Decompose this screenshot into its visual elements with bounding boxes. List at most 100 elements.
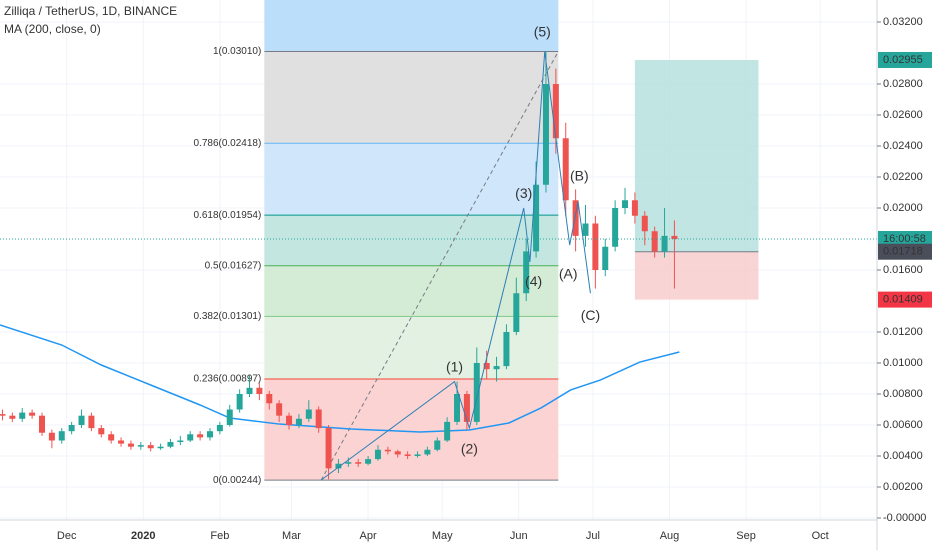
fib-label: 0.5(0.01627): [205, 260, 262, 271]
wave-label: (C): [581, 307, 600, 323]
candle-body: [671, 235, 678, 239]
fib-label: 0(0.00244): [213, 475, 261, 486]
fib-label: 0.618(0.01954): [193, 210, 261, 221]
wave-label: (4): [525, 273, 542, 289]
candle-body: [394, 451, 401, 455]
candle-body: [276, 403, 283, 416]
y-tick-label: 0.01000: [883, 357, 923, 369]
candle-body: [197, 434, 204, 438]
indicator-label: MA (200, close, 0): [4, 22, 101, 36]
fib-trend: [320, 51, 559, 481]
candle-body: [58, 431, 65, 441]
x-tick-label: Dec: [57, 530, 77, 542]
fib-zone: [264, 265, 559, 317]
fib-label: 1(0.03010): [213, 46, 261, 57]
candle-body: [256, 387, 263, 394]
candle-body: [19, 412, 26, 419]
wave-label: (3): [515, 185, 532, 201]
fib-label: 0.786(0.02418): [193, 138, 261, 149]
fib-label: 0.382(0.01301): [193, 311, 261, 322]
candle-body: [572, 200, 579, 236]
candle-body: [345, 462, 352, 464]
countdown: 16:00:58: [883, 233, 926, 245]
y-tick-label: 0.03200: [883, 16, 923, 28]
candle-body: [661, 235, 668, 252]
candle-body: [552, 84, 559, 139]
wave-label: (2): [461, 440, 478, 456]
x-tick-label: Aug: [660, 530, 680, 542]
candle-body: [137, 445, 144, 447]
x-tick-label: 2020: [131, 530, 155, 542]
candle-body: [127, 443, 134, 447]
candle-body: [404, 454, 411, 456]
candle-body: [483, 362, 490, 370]
wave-label: (A): [559, 265, 578, 281]
candle-body: [424, 449, 431, 455]
candle-body: [365, 459, 372, 464]
candle-body: [562, 138, 569, 201]
y-tick-label: -0.00000: [883, 512, 926, 524]
candle-body: [473, 362, 480, 422]
candle-body: [147, 445, 154, 449]
candle-body: [493, 366, 500, 370]
candle-body: [177, 440, 184, 443]
x-tick-label: Sep: [736, 530, 756, 542]
x-tick-label: Apr: [360, 530, 377, 542]
y-tick-label: 0.00400: [883, 450, 923, 462]
x-tick-label: May: [432, 530, 453, 542]
price-label-box: [878, 291, 932, 308]
wave-line: [320, 51, 591, 481]
candle-body: [286, 415, 293, 425]
y-tick-label: 0.02400: [883, 140, 923, 152]
candle-body: [266, 393, 273, 404]
candle-body: [582, 223, 589, 236]
candle-body: [38, 415, 45, 433]
y-tick-label: 0.01200: [883, 326, 923, 338]
wave-label: (5): [534, 24, 551, 40]
candle-body: [335, 463, 342, 469]
y-tick-label: 0.02200: [883, 171, 923, 183]
candle-body: [503, 331, 510, 367]
plot: 1(0.03010) 0.786(0.02418) 0.618(0.01954) 0.…: [0, 0, 877, 520]
fib-top-zone: [264, 0, 559, 52]
y-tick-label: 0.01600: [883, 264, 923, 276]
candle-body: [108, 434, 115, 441]
candle-body: [206, 431, 213, 438]
x-tick-label: Mar: [282, 530, 301, 542]
candle-body: [612, 208, 619, 247]
wave-label: (1): [446, 358, 463, 374]
candle-body: [305, 409, 312, 419]
x-tick-label: Jun: [510, 530, 528, 542]
y-tick-label: 0.00600: [883, 419, 923, 431]
candle-body: [384, 449, 391, 452]
y-tick-label: 0.02800: [883, 78, 923, 90]
moving-average: [0, 324, 680, 433]
candle-body: [157, 446, 164, 449]
candle-body: [641, 215, 648, 232]
candle-body: [592, 223, 599, 270]
y-tick-label: 0.02000: [883, 202, 923, 214]
candle-body: [295, 418, 302, 425]
y-tick-label: 0.00200: [883, 481, 923, 493]
candle-body: [602, 246, 609, 270]
fib-zone: [264, 378, 559, 481]
fib-label: 0.236(0.00897): [193, 374, 261, 385]
candle-body: [533, 184, 540, 252]
candle-body: [98, 428, 105, 435]
candle-body: [226, 409, 233, 425]
candle-body: [622, 200, 629, 208]
candle-body: [9, 415, 16, 419]
price-label-box: [878, 243, 932, 260]
price-label: 0.01409: [883, 294, 923, 306]
candle-body: [631, 200, 638, 216]
candle-body: [454, 393, 461, 422]
price-label: 0.02955: [883, 54, 923, 66]
price-label-box: [878, 51, 932, 68]
candle-body: [374, 449, 381, 460]
candle-body: [29, 412, 36, 416]
x-tick-label: Oct: [812, 530, 829, 542]
fib-zone: [264, 51, 559, 144]
candle-body: [434, 440, 441, 450]
candle-body: [513, 293, 520, 332]
